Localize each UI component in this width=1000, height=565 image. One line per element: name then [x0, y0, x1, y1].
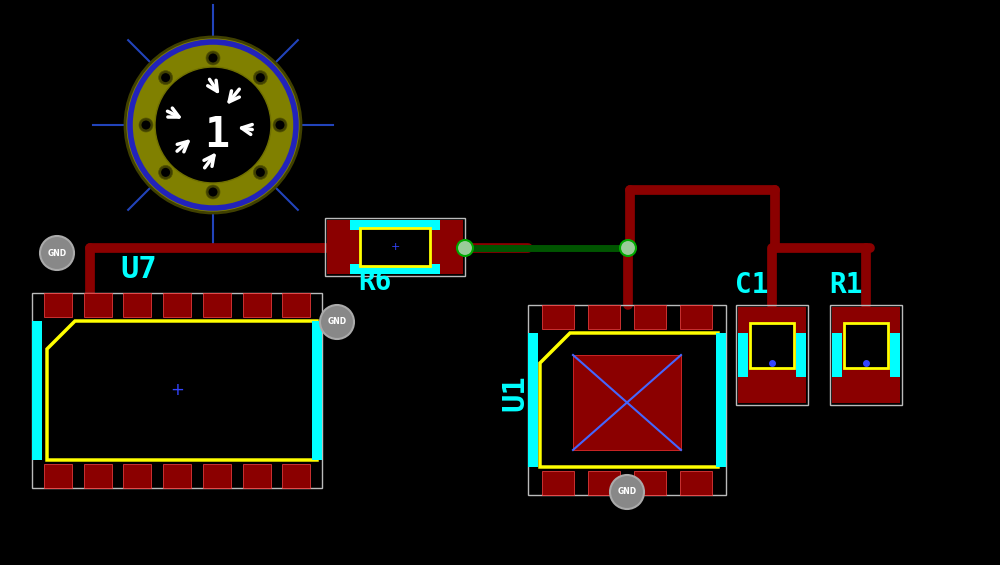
Bar — [528, 305, 726, 495]
Polygon shape — [47, 321, 317, 460]
Bar — [44, 464, 72, 488]
Ellipse shape — [206, 185, 220, 199]
Bar — [832, 333, 842, 377]
Bar — [325, 218, 465, 276]
Text: U7: U7 — [120, 255, 157, 284]
Text: +: + — [170, 381, 184, 399]
Bar — [203, 293, 231, 317]
Bar — [84, 293, 112, 317]
Bar — [680, 305, 712, 329]
Polygon shape — [540, 333, 718, 467]
Bar — [242, 293, 270, 317]
Bar — [528, 333, 538, 467]
Bar — [360, 228, 430, 266]
Ellipse shape — [208, 188, 218, 197]
Bar — [282, 464, 310, 488]
Bar — [163, 464, 191, 488]
Ellipse shape — [161, 168, 170, 177]
Bar — [588, 305, 620, 329]
Ellipse shape — [159, 71, 173, 85]
Text: 1: 1 — [205, 114, 230, 156]
Bar — [542, 471, 574, 495]
Text: U1: U1 — [500, 375, 529, 411]
Ellipse shape — [610, 475, 644, 509]
Ellipse shape — [40, 236, 74, 270]
Bar — [750, 323, 794, 368]
Bar — [830, 305, 902, 405]
Bar — [573, 355, 681, 450]
Bar — [634, 471, 666, 495]
Bar — [832, 307, 900, 403]
Text: GND: GND — [47, 249, 67, 258]
Bar — [738, 333, 748, 377]
Ellipse shape — [206, 51, 220, 65]
Ellipse shape — [320, 305, 354, 339]
Ellipse shape — [159, 166, 173, 179]
Bar — [738, 307, 806, 403]
Bar — [716, 333, 726, 467]
Ellipse shape — [273, 118, 287, 132]
Bar — [634, 305, 666, 329]
Ellipse shape — [620, 240, 636, 256]
Ellipse shape — [256, 168, 265, 177]
Ellipse shape — [139, 118, 153, 132]
Bar — [542, 305, 574, 329]
Bar — [123, 293, 151, 317]
Bar — [44, 293, 72, 317]
Text: GND: GND — [617, 488, 637, 497]
Bar — [890, 333, 900, 377]
Ellipse shape — [276, 120, 285, 129]
Text: GND: GND — [327, 318, 347, 327]
Bar — [680, 471, 712, 495]
Bar — [84, 464, 112, 488]
Bar — [242, 464, 270, 488]
Ellipse shape — [208, 54, 218, 63]
Ellipse shape — [142, 120, 150, 129]
Bar — [32, 293, 322, 488]
Bar — [203, 464, 231, 488]
Bar — [588, 471, 620, 495]
Bar — [32, 321, 42, 460]
Ellipse shape — [125, 37, 301, 213]
Text: +: + — [390, 242, 400, 252]
Text: R1: R1 — [829, 271, 862, 299]
Bar — [163, 293, 191, 317]
Ellipse shape — [161, 73, 170, 82]
Ellipse shape — [253, 166, 267, 179]
Bar — [123, 464, 151, 488]
Bar — [327, 220, 463, 274]
Bar — [350, 264, 440, 274]
Ellipse shape — [256, 73, 265, 82]
Bar — [312, 321, 322, 460]
Bar — [350, 220, 440, 230]
Bar — [736, 305, 808, 405]
Bar — [844, 323, 888, 368]
Text: C1: C1 — [735, 271, 768, 299]
Ellipse shape — [253, 71, 267, 85]
Bar — [282, 293, 310, 317]
Ellipse shape — [155, 67, 271, 183]
Ellipse shape — [457, 240, 473, 256]
Text: R6: R6 — [358, 268, 392, 296]
Bar — [796, 333, 806, 377]
